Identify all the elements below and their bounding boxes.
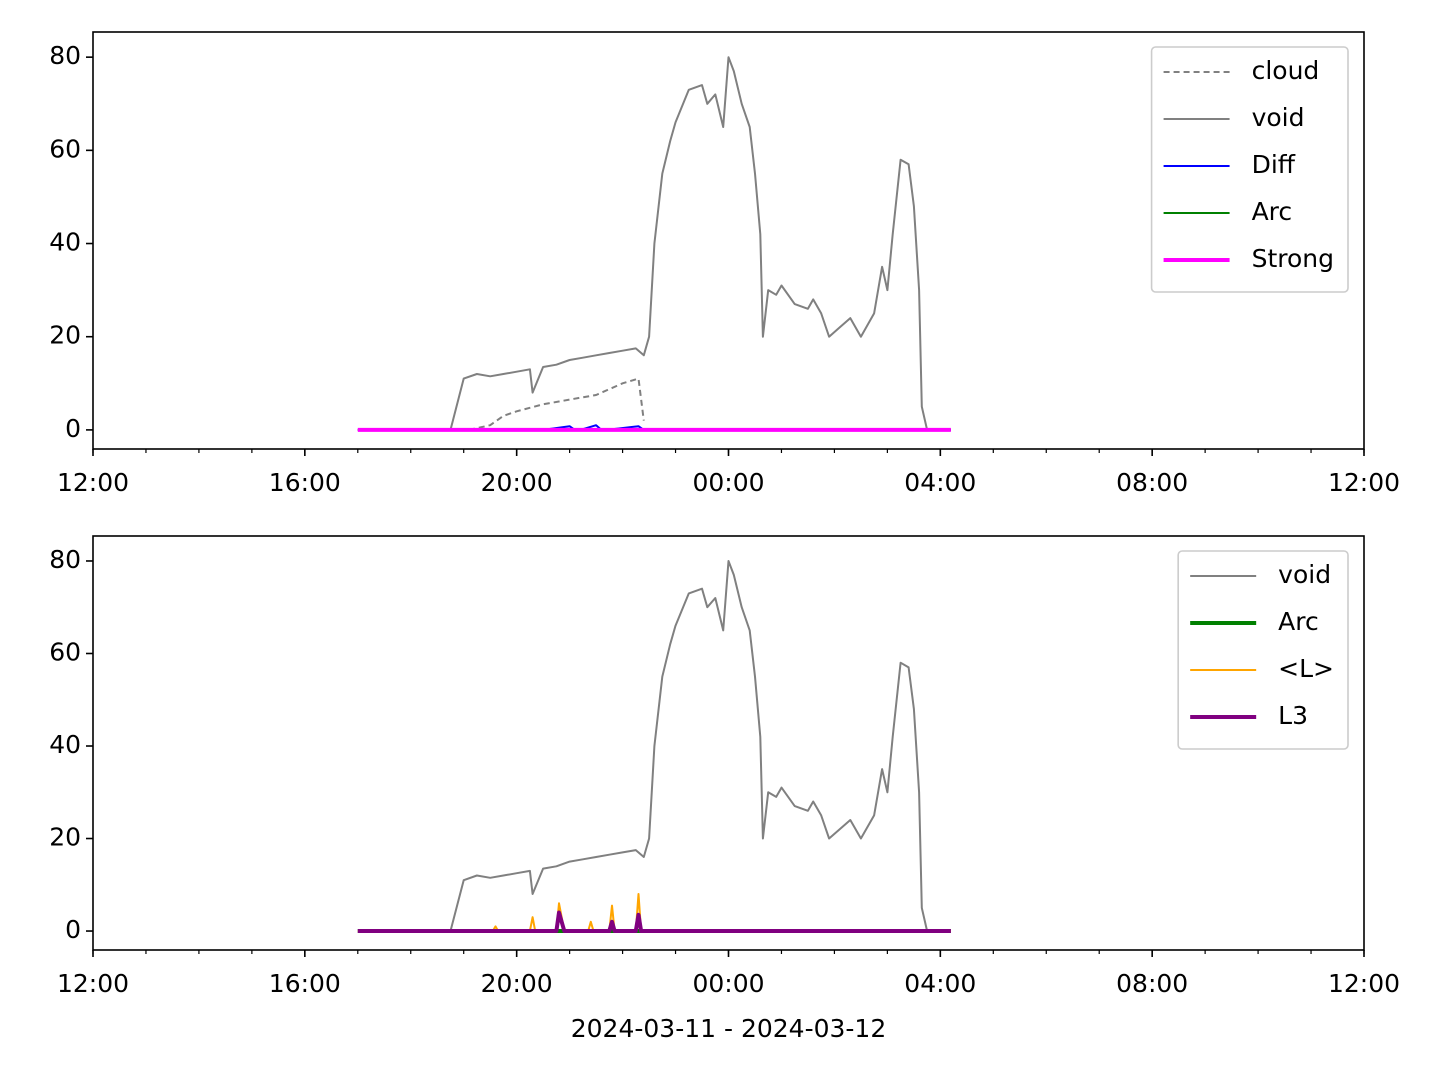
legend: void Arc <L> L3 (1177, 550, 1349, 750)
legend-label: Strong (1252, 244, 1334, 273)
legend-label: void (1278, 560, 1331, 589)
series-line (449, 560, 929, 932)
x-tick-label: 08:00 (1116, 969, 1188, 998)
x-tick-label: 12:00 (1328, 468, 1400, 497)
x-tick-label: 16:00 (269, 969, 341, 998)
legend-label: void (1252, 103, 1305, 132)
axes-frame (92, 31, 1365, 450)
series-line (468, 377, 645, 431)
y-tick-label: 0 (65, 915, 81, 944)
x-tick-label: 04:00 (904, 969, 976, 998)
legend-frame (1177, 550, 1349, 750)
legend-frame (1150, 46, 1349, 293)
x-tick-label: 08:00 (1116, 468, 1188, 497)
y-tick-label: 40 (49, 730, 81, 759)
x-tick-label: 04:00 (904, 468, 976, 497)
x-tick-label: 12:00 (57, 468, 129, 497)
x-tick-label: 20:00 (481, 468, 553, 497)
y-tick-label: 80 (49, 41, 81, 70)
x-tick-label: 12:00 (57, 969, 129, 998)
legend-label: <L> (1278, 654, 1334, 683)
x-tick-label: 00:00 (692, 969, 764, 998)
axes-frame (92, 535, 1365, 951)
x-tick-label: 16:00 (269, 468, 341, 497)
series-line (449, 56, 929, 431)
y-tick-label: 40 (49, 228, 81, 257)
y-tick-label: 0 (65, 414, 81, 443)
series-line (357, 910, 951, 933)
y-tick-label: 20 (49, 321, 81, 350)
x-axis-label: 2024-03-11 - 2024-03-12 (571, 1014, 887, 1043)
y-tick-label: 20 (49, 823, 81, 852)
legend-label: Arc (1252, 197, 1293, 226)
y-tick-label: 80 (49, 545, 81, 574)
series-line (357, 893, 951, 932)
legend-label: Arc (1278, 607, 1319, 636)
x-tick-label: 20:00 (481, 969, 553, 998)
legend-label: Diff (1252, 150, 1296, 179)
y-tick-label: 60 (49, 637, 81, 666)
x-tick-label: 12:00 (1328, 969, 1400, 998)
series-line (357, 424, 951, 431)
x-tick-label: 00:00 (692, 468, 764, 497)
legend-label: L3 (1278, 701, 1308, 730)
legend-label: cloud (1252, 56, 1320, 85)
y-tick-label: 60 (49, 134, 81, 163)
legend: cloud void Diff Arc Strong (1150, 46, 1349, 293)
axes: 0 20 40 60 80 12:00 16:00 20:00 00:00 04:00 08:00 1… (49, 31, 1400, 497)
axes: 0 20 40 60 80 12:00 16:00 20:00 00:00 04:00 08:00 1… (49, 535, 1400, 1043)
